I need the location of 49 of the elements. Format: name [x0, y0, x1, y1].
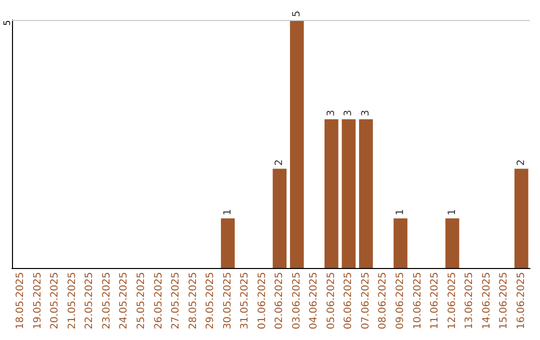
x-tick-label: 29.05.2025: [205, 272, 216, 330]
x-tick-label: 04.06.2025: [308, 272, 320, 330]
data-label: 1: [446, 209, 458, 216]
x-tick-label: 02.06.2025: [274, 272, 286, 330]
x-tick-label: 26.05.2025: [153, 272, 164, 330]
x-tick-label: 13.06.2025: [464, 272, 476, 330]
x-tick-label: 18.05.2025: [15, 272, 26, 330]
x-tick-label: 25.05.2025: [136, 272, 147, 330]
bar: [290, 20, 304, 268]
ref-line-label: 5: [3, 20, 13, 26]
x-tick-label: 07.06.2025: [360, 272, 372, 330]
data-label: 2: [516, 159, 527, 166]
x-tick-label: 23.05.2025: [101, 272, 112, 330]
x-tick-label: 10.06.2025: [412, 272, 424, 330]
bar: [514, 168, 528, 268]
x-tick-label: 24.05.2025: [118, 272, 130, 330]
x-tick-label: 30.05.2025: [222, 272, 234, 330]
x-tick-label: 27.05.2025: [170, 272, 182, 330]
x-tick-label: 01.06.2025: [256, 272, 268, 330]
x-tick-label: 14.06.2025: [481, 272, 492, 330]
x-tick-label: 22.05.2025: [84, 272, 96, 330]
bar: [272, 168, 287, 268]
data-label: 1: [222, 209, 234, 216]
x-tick-label: 06.06.2025: [343, 272, 354, 330]
x-tick-label: 03.06.2025: [291, 272, 302, 330]
x-tick-label: 19.05.2025: [32, 272, 44, 330]
x-tick-label: 05.06.2025: [326, 272, 337, 330]
x-tick-label: 15.06.2025: [498, 272, 510, 330]
x-tick-label: 21.05.2025: [66, 272, 78, 330]
data-label: 3: [360, 110, 372, 116]
x-tick-label: 16.06.2025: [516, 272, 527, 330]
bar: [445, 218, 460, 268]
bar: [220, 218, 235, 268]
x-tick-label: 12.06.2025: [446, 272, 458, 330]
bar: [324, 119, 338, 268]
bar: [394, 218, 408, 268]
x-tick-label: 11.06.2025: [430, 272, 441, 330]
data-label: 3: [326, 110, 337, 116]
x-tick-label: 09.06.2025: [395, 272, 406, 330]
x-tick-label: 08.06.2025: [378, 272, 389, 330]
bar: [359, 119, 373, 268]
data-label: 3: [343, 110, 354, 116]
x-tick-label: 31.05.2025: [240, 272, 251, 330]
x-tick-label: 20.05.2025: [50, 272, 61, 330]
data-label: 5: [291, 10, 302, 17]
bar: [342, 119, 356, 268]
data-label: 1: [395, 209, 406, 216]
data-label: 2: [274, 159, 286, 166]
x-tick-label: 28.05.2025: [188, 272, 199, 330]
